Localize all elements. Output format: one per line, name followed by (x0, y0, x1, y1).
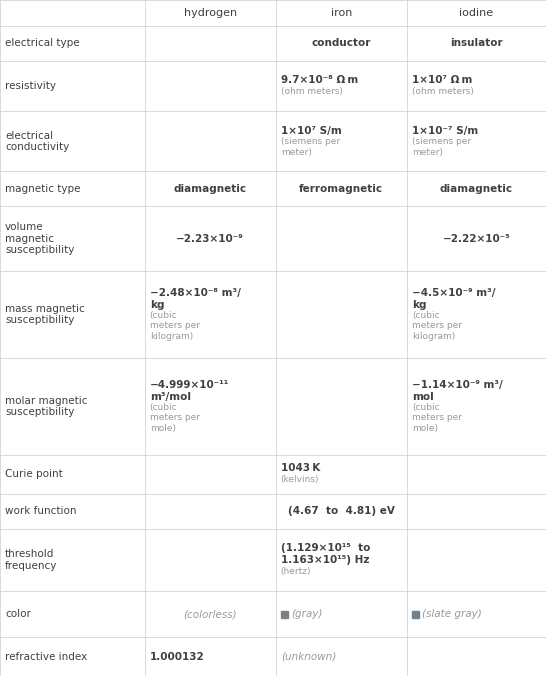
Text: electrical
conductivity: electrical conductivity (5, 130, 69, 152)
Text: −2.22×10⁻⁵: −2.22×10⁻⁵ (442, 233, 511, 243)
Text: 1×10⁻⁷ S/m: 1×10⁻⁷ S/m (412, 126, 478, 136)
Text: ferromagnetic: ferromagnetic (299, 184, 383, 194)
Text: (unknown): (unknown) (281, 652, 336, 662)
Text: conductor: conductor (312, 39, 371, 48)
Text: (4.67  to  4.81) eV: (4.67 to 4.81) eV (288, 506, 395, 516)
Text: 1043 K: 1043 K (281, 464, 320, 473)
Text: (cubic
meters per
kilogram): (cubic meters per kilogram) (150, 311, 200, 341)
Text: 1×10⁷ Ω m: 1×10⁷ Ω m (412, 75, 472, 85)
Text: threshold
frequency: threshold frequency (5, 549, 57, 571)
Text: (cubic
meters per
mole): (cubic meters per mole) (412, 403, 462, 433)
Text: (hertz): (hertz) (281, 566, 311, 576)
Text: −4.5×10⁻⁹ m³/
kg: −4.5×10⁻⁹ m³/ kg (412, 288, 495, 310)
Text: (ohm meters): (ohm meters) (412, 87, 473, 96)
Text: (gray): (gray) (290, 609, 322, 619)
Text: insulator: insulator (450, 39, 503, 48)
Text: work function: work function (5, 506, 76, 516)
Text: 1×10⁷ S/m: 1×10⁷ S/m (281, 126, 341, 136)
Text: molar magnetic
susceptibility: molar magnetic susceptibility (5, 396, 87, 417)
Text: hydrogen: hydrogen (183, 8, 237, 18)
Text: volume
magnetic
susceptibility: volume magnetic susceptibility (5, 222, 74, 255)
Text: mass magnetic
susceptibility: mass magnetic susceptibility (5, 304, 85, 325)
Text: (colorless): (colorless) (183, 609, 237, 619)
Text: (ohm meters): (ohm meters) (281, 87, 342, 96)
Bar (412, 611, 419, 618)
Text: magnetic type: magnetic type (5, 184, 80, 194)
Text: resistivity: resistivity (5, 81, 56, 91)
Text: electrical type: electrical type (5, 39, 80, 48)
Text: (cubic
meters per
kilogram): (cubic meters per kilogram) (412, 311, 462, 341)
Text: refractive index: refractive index (5, 652, 87, 662)
Text: (slate gray): (slate gray) (422, 609, 482, 619)
Text: 9.7×10⁻⁸ Ω m: 9.7×10⁻⁸ Ω m (281, 75, 358, 85)
Bar (281, 611, 288, 618)
Text: 1.000132: 1.000132 (150, 652, 204, 662)
Text: −2.48×10⁻⁸ m³/
kg: −2.48×10⁻⁸ m³/ kg (150, 288, 241, 310)
Text: Curie point: Curie point (5, 469, 63, 479)
Text: diamagnetic: diamagnetic (440, 184, 513, 194)
Text: −2.23×10⁻⁹: −2.23×10⁻⁹ (176, 233, 244, 243)
Text: iron: iron (330, 8, 352, 18)
Text: color: color (5, 609, 31, 619)
Text: (cubic
meters per
mole): (cubic meters per mole) (150, 403, 200, 433)
Text: (1.129×10¹⁵  to
1.163×10¹⁵) Hz: (1.129×10¹⁵ to 1.163×10¹⁵) Hz (281, 544, 370, 565)
Text: −1.14×10⁻⁹ m³/
mol: −1.14×10⁻⁹ m³/ mol (412, 380, 502, 402)
Text: (siemens per
meter): (siemens per meter) (281, 137, 340, 157)
Text: iodine: iodine (459, 8, 494, 18)
Text: −4.999×10⁻¹¹
m³/mol: −4.999×10⁻¹¹ m³/mol (150, 380, 229, 402)
Text: (kelvins): (kelvins) (281, 475, 319, 485)
Text: diamagnetic: diamagnetic (174, 184, 247, 194)
Text: (siemens per
meter): (siemens per meter) (412, 137, 471, 157)
